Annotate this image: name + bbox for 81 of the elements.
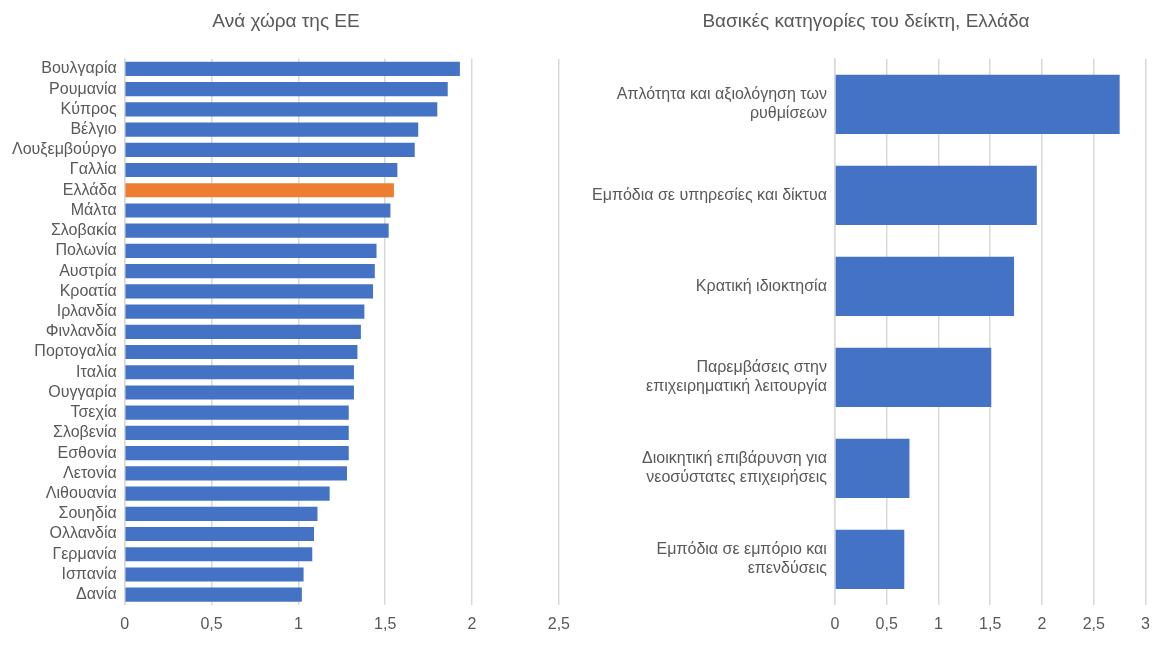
x-tick-label: 1 (934, 614, 944, 632)
y-tick-label: Ελλάδα (62, 180, 117, 198)
x-tick-label: 2 (1037, 614, 1047, 632)
y-tick-label: Βέλγιο (70, 119, 117, 137)
y-tick-label: Ολλανδία (49, 524, 117, 542)
bar (125, 567, 304, 582)
x-tick-label: 0 (120, 614, 130, 632)
y-tick-label: Ουγγαρία (48, 382, 117, 400)
x-tick-label: 0 (830, 614, 840, 632)
y-tick-label: Διοικητική επιβάρυνση για νεοσύστατες επιχειρήσεις (642, 449, 828, 486)
bar (125, 344, 358, 360)
y-tick-label: Γερμανία (52, 544, 117, 562)
bar (125, 486, 330, 501)
y-tick-label: Μάλτα (70, 200, 117, 218)
y-tick-label: Δανία (75, 585, 117, 603)
bar (125, 587, 302, 602)
bar (125, 506, 318, 521)
bar (125, 243, 377, 258)
bar (125, 183, 394, 198)
y-tick-label: Κροατία (59, 281, 117, 299)
bar (125, 324, 361, 339)
bar (125, 284, 374, 299)
y-tick-label: Ιταλία (76, 362, 117, 380)
bar (835, 165, 1037, 225)
bar (125, 142, 415, 157)
y-tick-label: Κρατική ιδιοκτησία (695, 276, 827, 294)
x-tick-label: 1,5 (979, 614, 1002, 632)
bar (125, 264, 375, 279)
bar (125, 425, 349, 440)
x-tick-label: 1 (293, 614, 303, 632)
y-tick-label: Λιθουανία (45, 483, 117, 501)
x-tick-label: 2,5 (547, 614, 571, 632)
bar (125, 203, 391, 218)
y-tick-label: Ισπανία (61, 564, 117, 582)
y-tick-label: Λουξεμβούργο (12, 140, 117, 159)
bar (835, 74, 1120, 134)
y-tick-label: Φινλανδία (45, 322, 117, 340)
bar (125, 162, 398, 178)
y-tick-label: Εσθονία (57, 443, 117, 461)
y-tick-label: Παρεμβάσεις στην επιχειρηματική λειτουργία (646, 358, 827, 395)
bar (835, 347, 992, 407)
y-tick-label: Λετονία (63, 463, 117, 481)
bar (125, 526, 314, 542)
y-tick-label: Γαλλία (69, 160, 117, 178)
bar (125, 405, 349, 420)
x-tick-label: 1,5 (374, 614, 397, 632)
x-tick-label: 0,5 (875, 614, 898, 632)
bar (125, 102, 438, 117)
y-tick-label: Εμπόδια σε υπηρεσίες και δίκτυα (591, 185, 827, 203)
y-tick-label: Κύπρος (60, 99, 117, 117)
bar (125, 82, 448, 97)
bar (125, 446, 349, 461)
bar (125, 304, 365, 319)
y-tick-label: Πορτογαλία (34, 342, 117, 360)
bar (125, 61, 460, 76)
y-tick-label: Αυστρία (59, 261, 117, 279)
y-tick-label: Βουλγαρία (41, 59, 117, 77)
y-tick-label: Ιρλανδία (56, 301, 117, 319)
x-tick-label: 3 (1141, 614, 1151, 632)
bar (125, 122, 419, 137)
y-tick-label: Σουηδία (58, 504, 117, 522)
y-tick-label: Τσεχία (70, 403, 117, 421)
y-tick-label: Εμπόδια σε εμπόριο και επενδύσεις (656, 540, 828, 577)
bar (835, 438, 910, 498)
bar (835, 529, 905, 589)
chart-title: Βασικές κατηγορίες του δείκτη, Ελλάδα (702, 9, 1030, 31)
bar (125, 223, 389, 238)
y-tick-label: Ρουμανία (49, 79, 117, 97)
bar (125, 365, 354, 380)
x-tick-label: 0,5 (200, 614, 223, 632)
y-tick-label: Σλοβακία (50, 221, 117, 239)
x-tick-label: 2,5 (1082, 614, 1105, 632)
y-tick-label: Σλοβενία (53, 423, 117, 441)
bar (125, 547, 313, 562)
bar (835, 256, 1015, 316)
bar (125, 466, 347, 481)
y-tick-label: Απλότητα και αξιολόγηση των ρυθμίσεων (616, 85, 827, 122)
bar (125, 385, 354, 400)
x-tick-label: 2 (467, 614, 477, 632)
chart-title: Ανά χώρα της ΕΕ (212, 9, 360, 31)
y-tick-label: Πολωνία (55, 241, 117, 259)
